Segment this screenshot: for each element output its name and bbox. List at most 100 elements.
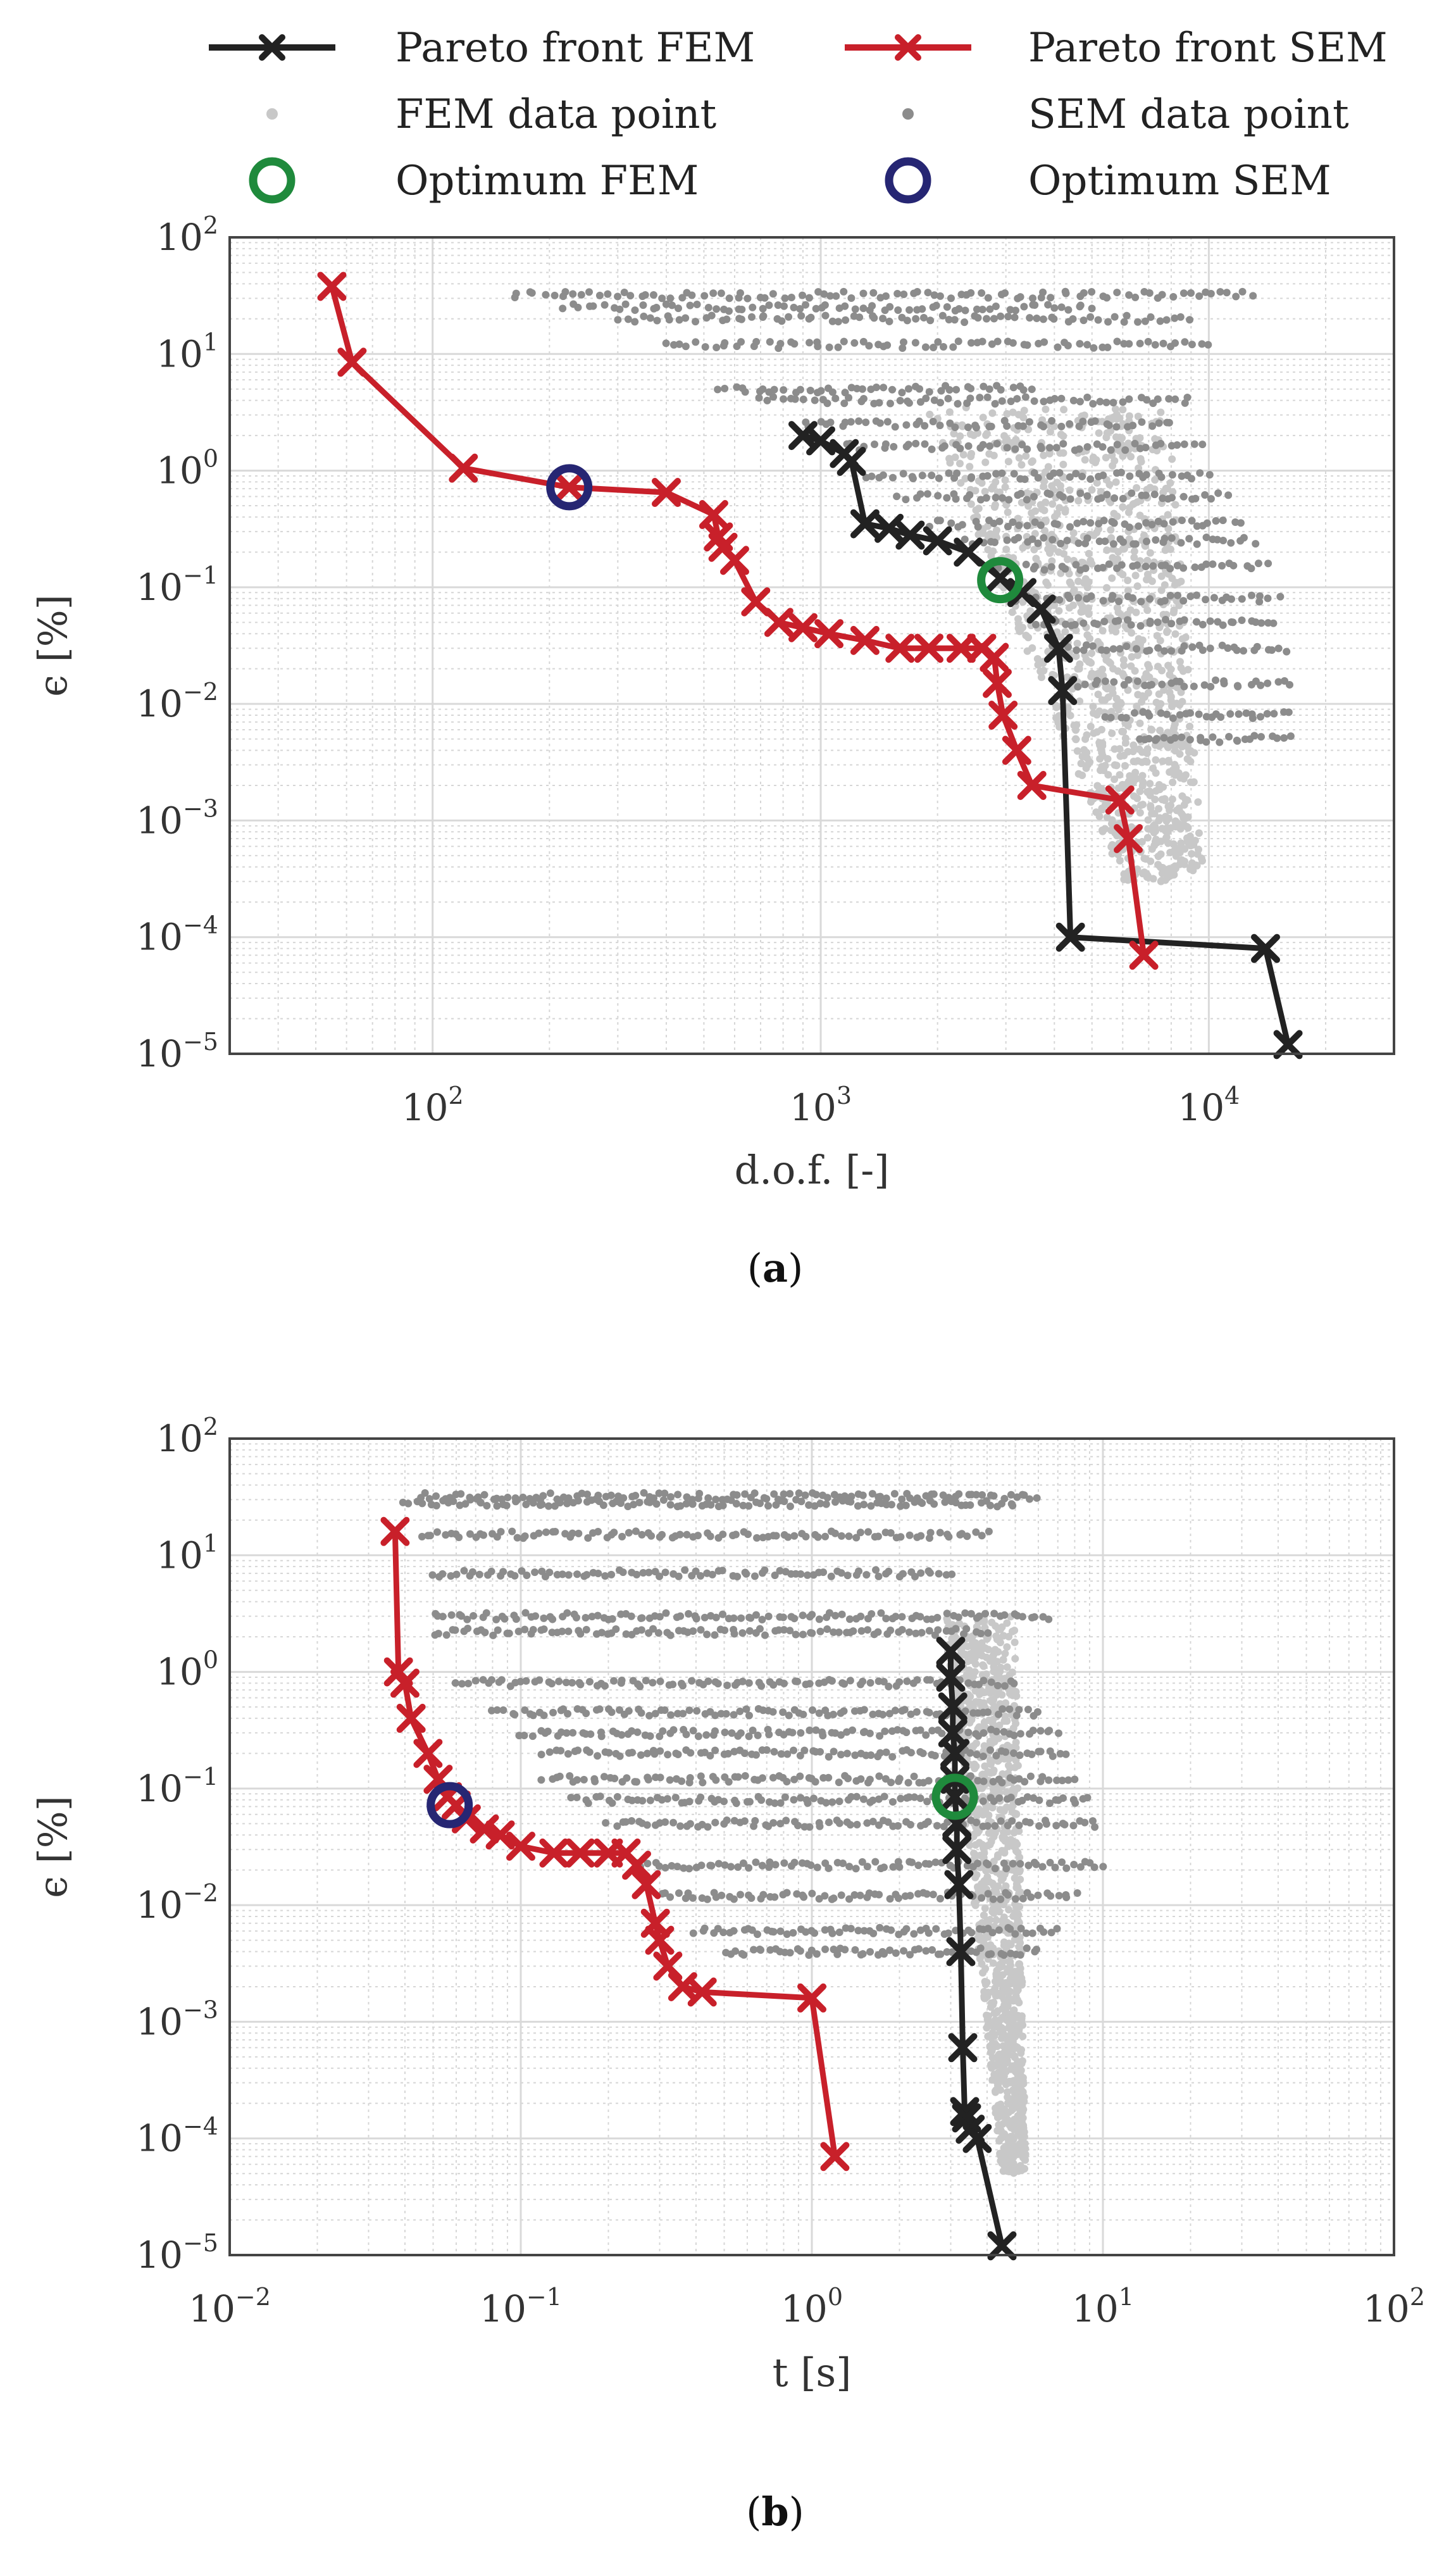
panel-a-sem-data-point: [1099, 597, 1107, 605]
panel-a-sem-data-point: [1088, 304, 1096, 313]
panel-a-sem-data-point: [821, 301, 829, 309]
panel-b-sem-data-point: [838, 1610, 846, 1618]
panel-a-sem-data-point: [741, 388, 749, 396]
panel-b-sem-data-point: [668, 1862, 676, 1870]
panel-a-sem-data-point: [943, 494, 951, 502]
panel-b-sem-data-point: [1026, 1818, 1034, 1827]
panel-b-fem-data-point: [1009, 1802, 1017, 1810]
panel-b-sem-data-point: [918, 1499, 926, 1508]
panel-b-sem-data-point: [540, 1614, 548, 1622]
panel-b-sem-data-point: [1073, 1889, 1081, 1897]
panel-b-sem-data-point: [734, 1863, 742, 1872]
panel-a-sem-data-point: [1066, 420, 1074, 428]
panel-a-fem-data-point: [1152, 827, 1160, 835]
panel-a-fem-data-point: [1143, 575, 1151, 584]
panel-a-sem-data-point: [1145, 646, 1154, 654]
panel-b-sem-data-point: [880, 1950, 888, 1958]
panel-a-sem-data-point: [979, 441, 987, 449]
panel-a-sem-data-point: [1269, 619, 1278, 627]
panel-a-sem-data-point: [1192, 494, 1200, 503]
panel-b-sem-data-point: [799, 1611, 807, 1620]
panel-a-sem-data-point: [1143, 396, 1151, 404]
panel-a-sem-data-point: [668, 301, 676, 309]
panel-b-pareto-sem-point: [396, 1703, 426, 1733]
panel-a-sem-data-point: [1149, 562, 1157, 570]
panel-a-sem-data-point: [1083, 393, 1092, 401]
panel-a-sem-data-point: [1198, 620, 1207, 628]
panel-b-fem-data-point: [998, 1992, 1006, 2000]
panel-b-fem-data-point: [979, 1770, 987, 1778]
panel-b-fem-data-point: [1004, 1761, 1012, 1770]
panel-a-pareto-sem-point: [1002, 735, 1031, 765]
panel-a-sem-data-point: [916, 398, 924, 406]
panel-a-sem-data-point: [912, 315, 920, 323]
panel-b-sem-data-point: [780, 1679, 788, 1687]
panel-a-sem-data-point: [1200, 681, 1209, 689]
panel-a-pareto-fem-point: [954, 537, 983, 567]
panel-a-pareto-fem-line: [802, 432, 1291, 1046]
panel-b-sem-data-point: [882, 1748, 890, 1756]
panel-b-sem-data-point: [685, 1797, 694, 1806]
panel-a-sem-data-point: [964, 442, 973, 450]
panel-a-fem-data-point: [981, 458, 990, 466]
panel-a-fem-data-point: [1116, 771, 1124, 779]
panel-a-sem-data-point: [688, 291, 696, 299]
panel-b-sem-data-point: [451, 1679, 459, 1687]
panel-b-sem-data-point: [674, 1491, 682, 1499]
panel-b-sem-data-point: [796, 1751, 804, 1760]
panel-b-sem-data-point: [1061, 1820, 1069, 1828]
panel-b-sem-data-point: [993, 1682, 1002, 1690]
panel-a-sem-data-point: [1252, 618, 1260, 627]
panel-b-fem-data-point: [1020, 2133, 1028, 2141]
panel-b-sem-data-point: [645, 1711, 654, 1720]
panel-a-fem-data-point: [1133, 702, 1141, 710]
panel-a-fem-data-point: [1160, 795, 1169, 803]
panel-a-sem-data-point: [1086, 519, 1095, 527]
panel-b-sem-data-point: [799, 1630, 807, 1639]
panel-b-fem-data-point: [1000, 1957, 1008, 1965]
panel-a-sem-data-point: [911, 339, 919, 347]
panel-a-sem-data-point: [924, 289, 932, 297]
panel-b-sem-data-point: [711, 1711, 719, 1720]
panel-a-fem-data-point: [1188, 849, 1196, 858]
panel-b-sem-data-point: [790, 1858, 799, 1866]
panel-b-sem-data-point: [576, 1680, 585, 1689]
panel-b-sem-data-point: [835, 1928, 843, 1937]
panel-b-sem-data-point: [1012, 1711, 1021, 1720]
panel-a-sem-data-point: [1207, 289, 1215, 297]
panel-b-pareto-fem-point: [948, 2033, 978, 2063]
panel-b-sem-data-point: [658, 1530, 666, 1539]
panel-b-sem-data-point: [944, 1929, 952, 1937]
panel-a-fem-data-point: [1144, 816, 1152, 824]
panel-b-sem-data-point: [432, 1501, 440, 1510]
panel-a-sem-data-point: [1233, 682, 1241, 690]
panel-b-sem-data-point: [844, 1775, 852, 1783]
panel-a-sem-data-point: [725, 294, 733, 303]
panel-b-sem-data-point: [1047, 1892, 1055, 1900]
panel-a-sem-data-point: [1018, 441, 1026, 449]
panel-b-sem-data-point: [644, 1775, 652, 1784]
panel-a-pareto-sem-point: [788, 613, 818, 642]
panel-a-fem-data-point: [989, 547, 997, 555]
panel-b-sem-data-point: [659, 1727, 667, 1735]
panel-a-fem-data-point: [1107, 526, 1115, 534]
panel-a-sem-data-point: [879, 471, 887, 479]
panel-a-sem-data-point: [1076, 397, 1084, 406]
panel-b-sem-data-point: [618, 1731, 626, 1739]
panel-a-sem-data-point: [1066, 594, 1074, 603]
panel-a-sem-data-point: [1039, 288, 1047, 296]
panel-a-fem-data-point: [1125, 412, 1133, 420]
panel-a-sem-data-point: [961, 535, 969, 544]
panel-b-sem-data-point: [986, 1746, 995, 1754]
panel-a-sem-data-point: [1088, 288, 1096, 296]
panel-a-sem-data-point: [640, 312, 648, 320]
panel-b-fem-data-point: [1005, 1906, 1013, 1914]
legend-cross-marker: [259, 34, 285, 61]
panel-a-sem-data-point: [1090, 344, 1098, 352]
panel-a-sem-data-point: [1143, 537, 1151, 546]
panel-b-sem-data-point: [739, 1501, 747, 1510]
panel-a-sem-data-point: [1030, 492, 1038, 501]
panel-b-sem-data-point: [460, 1566, 468, 1575]
panel-b-fem-data-point: [1004, 2099, 1012, 2107]
panel-b-sem-data-point: [706, 1751, 714, 1760]
